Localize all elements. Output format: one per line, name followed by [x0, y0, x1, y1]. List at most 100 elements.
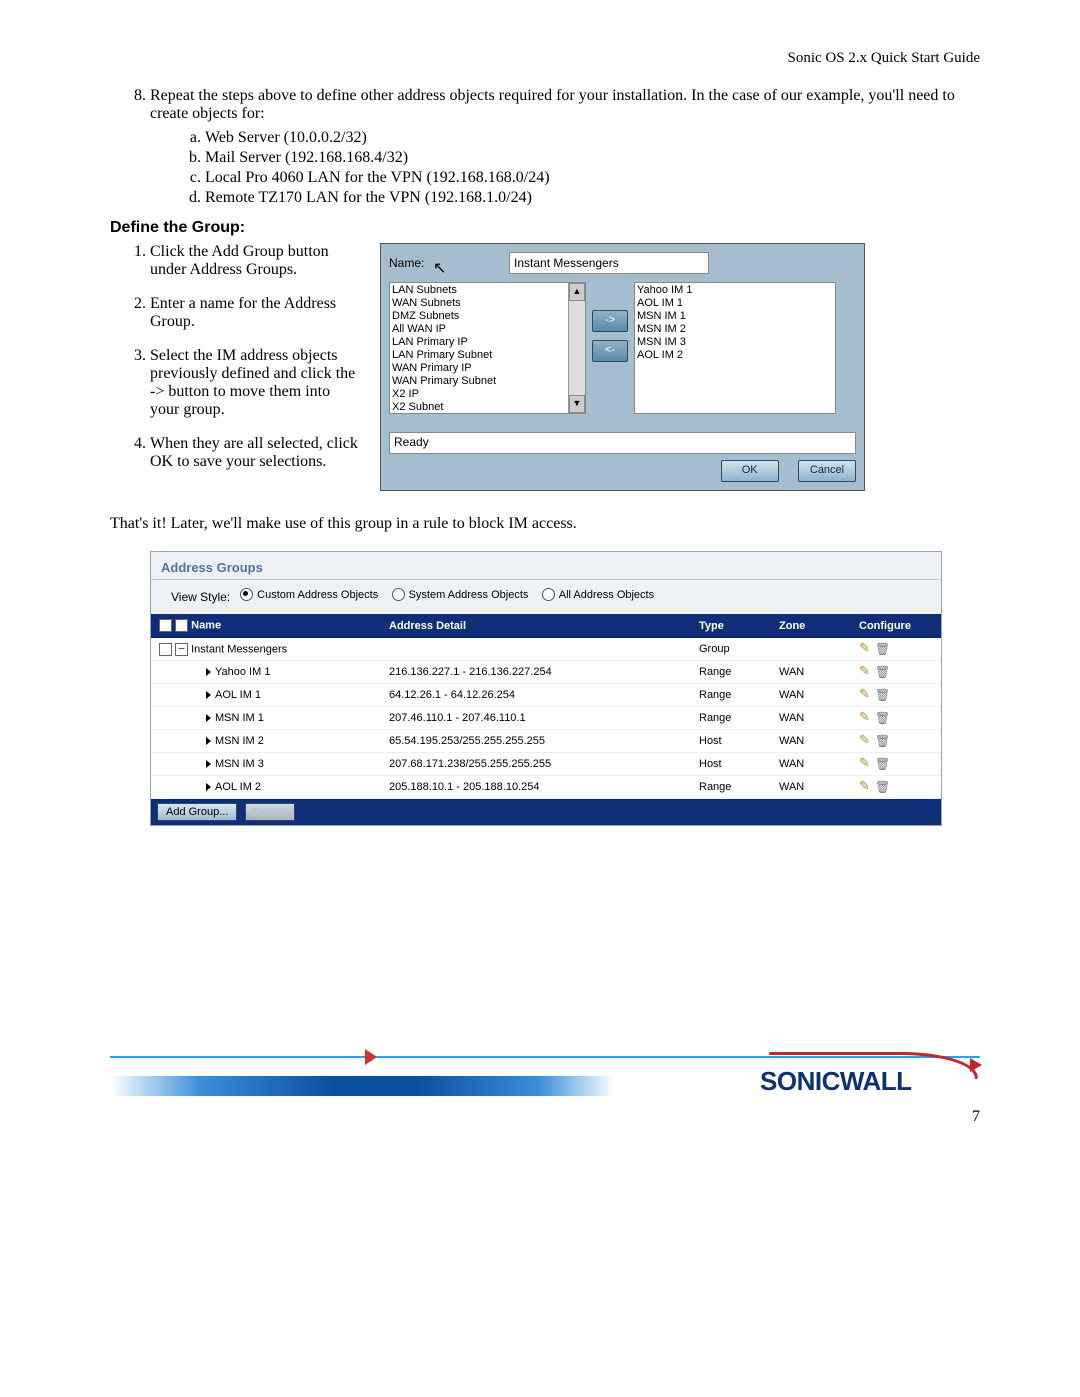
status-text: Ready	[389, 432, 856, 454]
delete-icon[interactable]	[875, 780, 889, 794]
edit-icon[interactable]	[859, 688, 873, 702]
cell-name: Yahoo IM 1	[215, 666, 270, 678]
selected-listbox[interactable]: Yahoo IM 1 AOL IM 1 MSN IM 1 MSN IM 2 MS…	[634, 282, 836, 414]
cell-name: MSN IM 3	[215, 758, 264, 770]
available-listbox[interactable]: LAN Subnets WAN Subnets DMZ Subnets All …	[389, 282, 586, 414]
delete-icon[interactable]	[875, 757, 889, 771]
edit-icon[interactable]	[859, 711, 873, 725]
edit-icon[interactable]	[859, 734, 873, 748]
cursor-icon: ↖	[433, 258, 446, 278]
edit-icon[interactable]	[859, 780, 873, 794]
edit-icon[interactable]	[859, 642, 873, 656]
move-right-button[interactable]: ->	[592, 310, 628, 332]
page-number: 7	[972, 1108, 980, 1126]
list-item[interactable]: AOL IM 1	[637, 297, 833, 310]
sonicwall-logo: SONICWALL	[760, 1048, 980, 1097]
list-item[interactable]: AOL IM 2	[637, 349, 833, 362]
table-row: Yahoo IM 1 216.136.227.1 - 216.136.227.2…	[151, 661, 941, 684]
scroll-up-icon[interactable]: ▲	[569, 283, 585, 301]
expand-all-icon[interactable]: +	[175, 619, 188, 632]
cell-type: Range	[691, 707, 771, 730]
triangle-icon	[206, 668, 211, 676]
delete-icon[interactable]	[875, 642, 889, 656]
add-group-dialog: Name: ↖ Instant Messengers LAN Subnets W…	[380, 243, 865, 491]
red-triangle-icon	[365, 1049, 377, 1065]
cell-type: Host	[691, 753, 771, 776]
cell-zone: WAN	[771, 684, 851, 707]
list-item[interactable]: DMZ Subnets	[392, 310, 583, 323]
radio-custom[interactable]: Custom Address Objects	[240, 588, 378, 601]
cell-name: AOL IM 2	[215, 781, 261, 793]
radio-all[interactable]: All Address Objects	[542, 588, 654, 601]
list-item[interactable]: X2 IP	[392, 388, 583, 401]
list-item[interactable]: MSN IM 1	[637, 310, 833, 323]
list-item[interactable]: LAN Primary IP	[392, 336, 583, 349]
ok-button[interactable]: OK	[721, 460, 779, 482]
delete-icon[interactable]	[875, 665, 889, 679]
radio-system[interactable]: System Address Objects	[392, 588, 529, 601]
list-item[interactable]: MSN IM 2	[637, 323, 833, 336]
section-title: Define the Group:	[110, 219, 980, 237]
cell-zone: WAN	[771, 661, 851, 684]
step-2: Enter a name for the Address Group.	[150, 295, 360, 331]
cell-type: Group	[691, 638, 771, 661]
footer-bar	[110, 1076, 615, 1096]
cell-type: Range	[691, 661, 771, 684]
cell-name: MSN IM 1	[215, 712, 264, 724]
select-all-checkbox[interactable]	[159, 619, 172, 632]
triangle-icon	[206, 714, 211, 722]
swoosh-icon	[760, 1048, 980, 1070]
table-row: AOL IM 2 205.188.10.1 - 205.188.10.254 R…	[151, 776, 941, 799]
edit-icon[interactable]	[859, 665, 873, 679]
col-configure: Configure	[851, 614, 941, 638]
delete-icon[interactable]	[875, 688, 889, 702]
radio-label: Custom Address Objects	[257, 589, 378, 601]
collapse-icon[interactable]: –	[175, 643, 188, 656]
table-row: MSN IM 2 65.54.195.253/255.255.255.255 H…	[151, 730, 941, 753]
radio-label: All Address Objects	[559, 589, 654, 601]
list-item[interactable]: All WAN IP	[392, 323, 583, 336]
cell-name: AOL IM 1	[215, 689, 261, 701]
step-8a: Web Server (10.0.0.2/32)	[205, 129, 980, 147]
ag-title: Address Groups	[161, 560, 263, 575]
table-row: MSN IM 1 207.46.110.1 - 207.46.110.1 Ran…	[151, 707, 941, 730]
cell-detail: 64.12.26.1 - 64.12.26.254	[381, 684, 691, 707]
delete-icon[interactable]	[875, 711, 889, 725]
list-item[interactable]: WAN Subnets	[392, 297, 583, 310]
list-item[interactable]: WAN Primary IP	[392, 362, 583, 375]
list-item[interactable]: Yahoo IM 1	[637, 284, 833, 297]
cell-name: MSN IM 2	[215, 735, 264, 747]
list-item[interactable]: WAN Primary Subnet	[392, 375, 583, 388]
col-type: Type	[691, 614, 771, 638]
col-zone: Zone	[771, 614, 851, 638]
delete-button[interactable]: Delete	[245, 803, 295, 821]
group-name-input[interactable]: Instant Messengers	[509, 252, 709, 274]
list-item[interactable]: LAN Primary Subnet	[392, 349, 583, 362]
add-group-button[interactable]: Add Group...	[157, 803, 237, 821]
scrollbar[interactable]: ▲ ▼	[568, 283, 585, 413]
list-item[interactable]: LAN Subnets	[392, 284, 583, 297]
col-detail: Address Detail	[381, 614, 691, 638]
step-8d: Remote TZ170 LAN for the VPN (192.168.1.…	[205, 189, 980, 207]
cancel-button[interactable]: Cancel	[798, 460, 856, 482]
scroll-down-icon[interactable]: ▼	[569, 395, 585, 413]
list-item[interactable]: X2 Subnet	[392, 401, 583, 414]
page-footer: SONICWALL 7	[110, 1056, 980, 1118]
delete-icon[interactable]	[875, 734, 889, 748]
list-item[interactable]: MSN IM 3	[637, 336, 833, 349]
table-row: MSN IM 3 207.68.171.238/255.255.255.255 …	[151, 753, 941, 776]
step-8: Repeat the steps above to define other a…	[150, 87, 980, 207]
after-text: That's it! Later, we'll make use of this…	[110, 515, 980, 533]
step-1: Click the Add Group button under Address…	[150, 243, 360, 279]
edit-icon[interactable]	[859, 757, 873, 771]
row-checkbox[interactable]	[159, 643, 172, 656]
triangle-icon	[206, 691, 211, 699]
cell-type: Range	[691, 684, 771, 707]
step-8-text: Repeat the steps above to define other a…	[150, 87, 955, 122]
group-name: Instant Messengers	[191, 643, 287, 655]
table-row-group: – Instant Messengers Group	[151, 638, 941, 661]
triangle-icon	[206, 783, 211, 791]
radio-label: System Address Objects	[409, 589, 529, 601]
move-left-button[interactable]: <-	[592, 340, 628, 362]
cell-detail: 65.54.195.253/255.255.255.255	[381, 730, 691, 753]
